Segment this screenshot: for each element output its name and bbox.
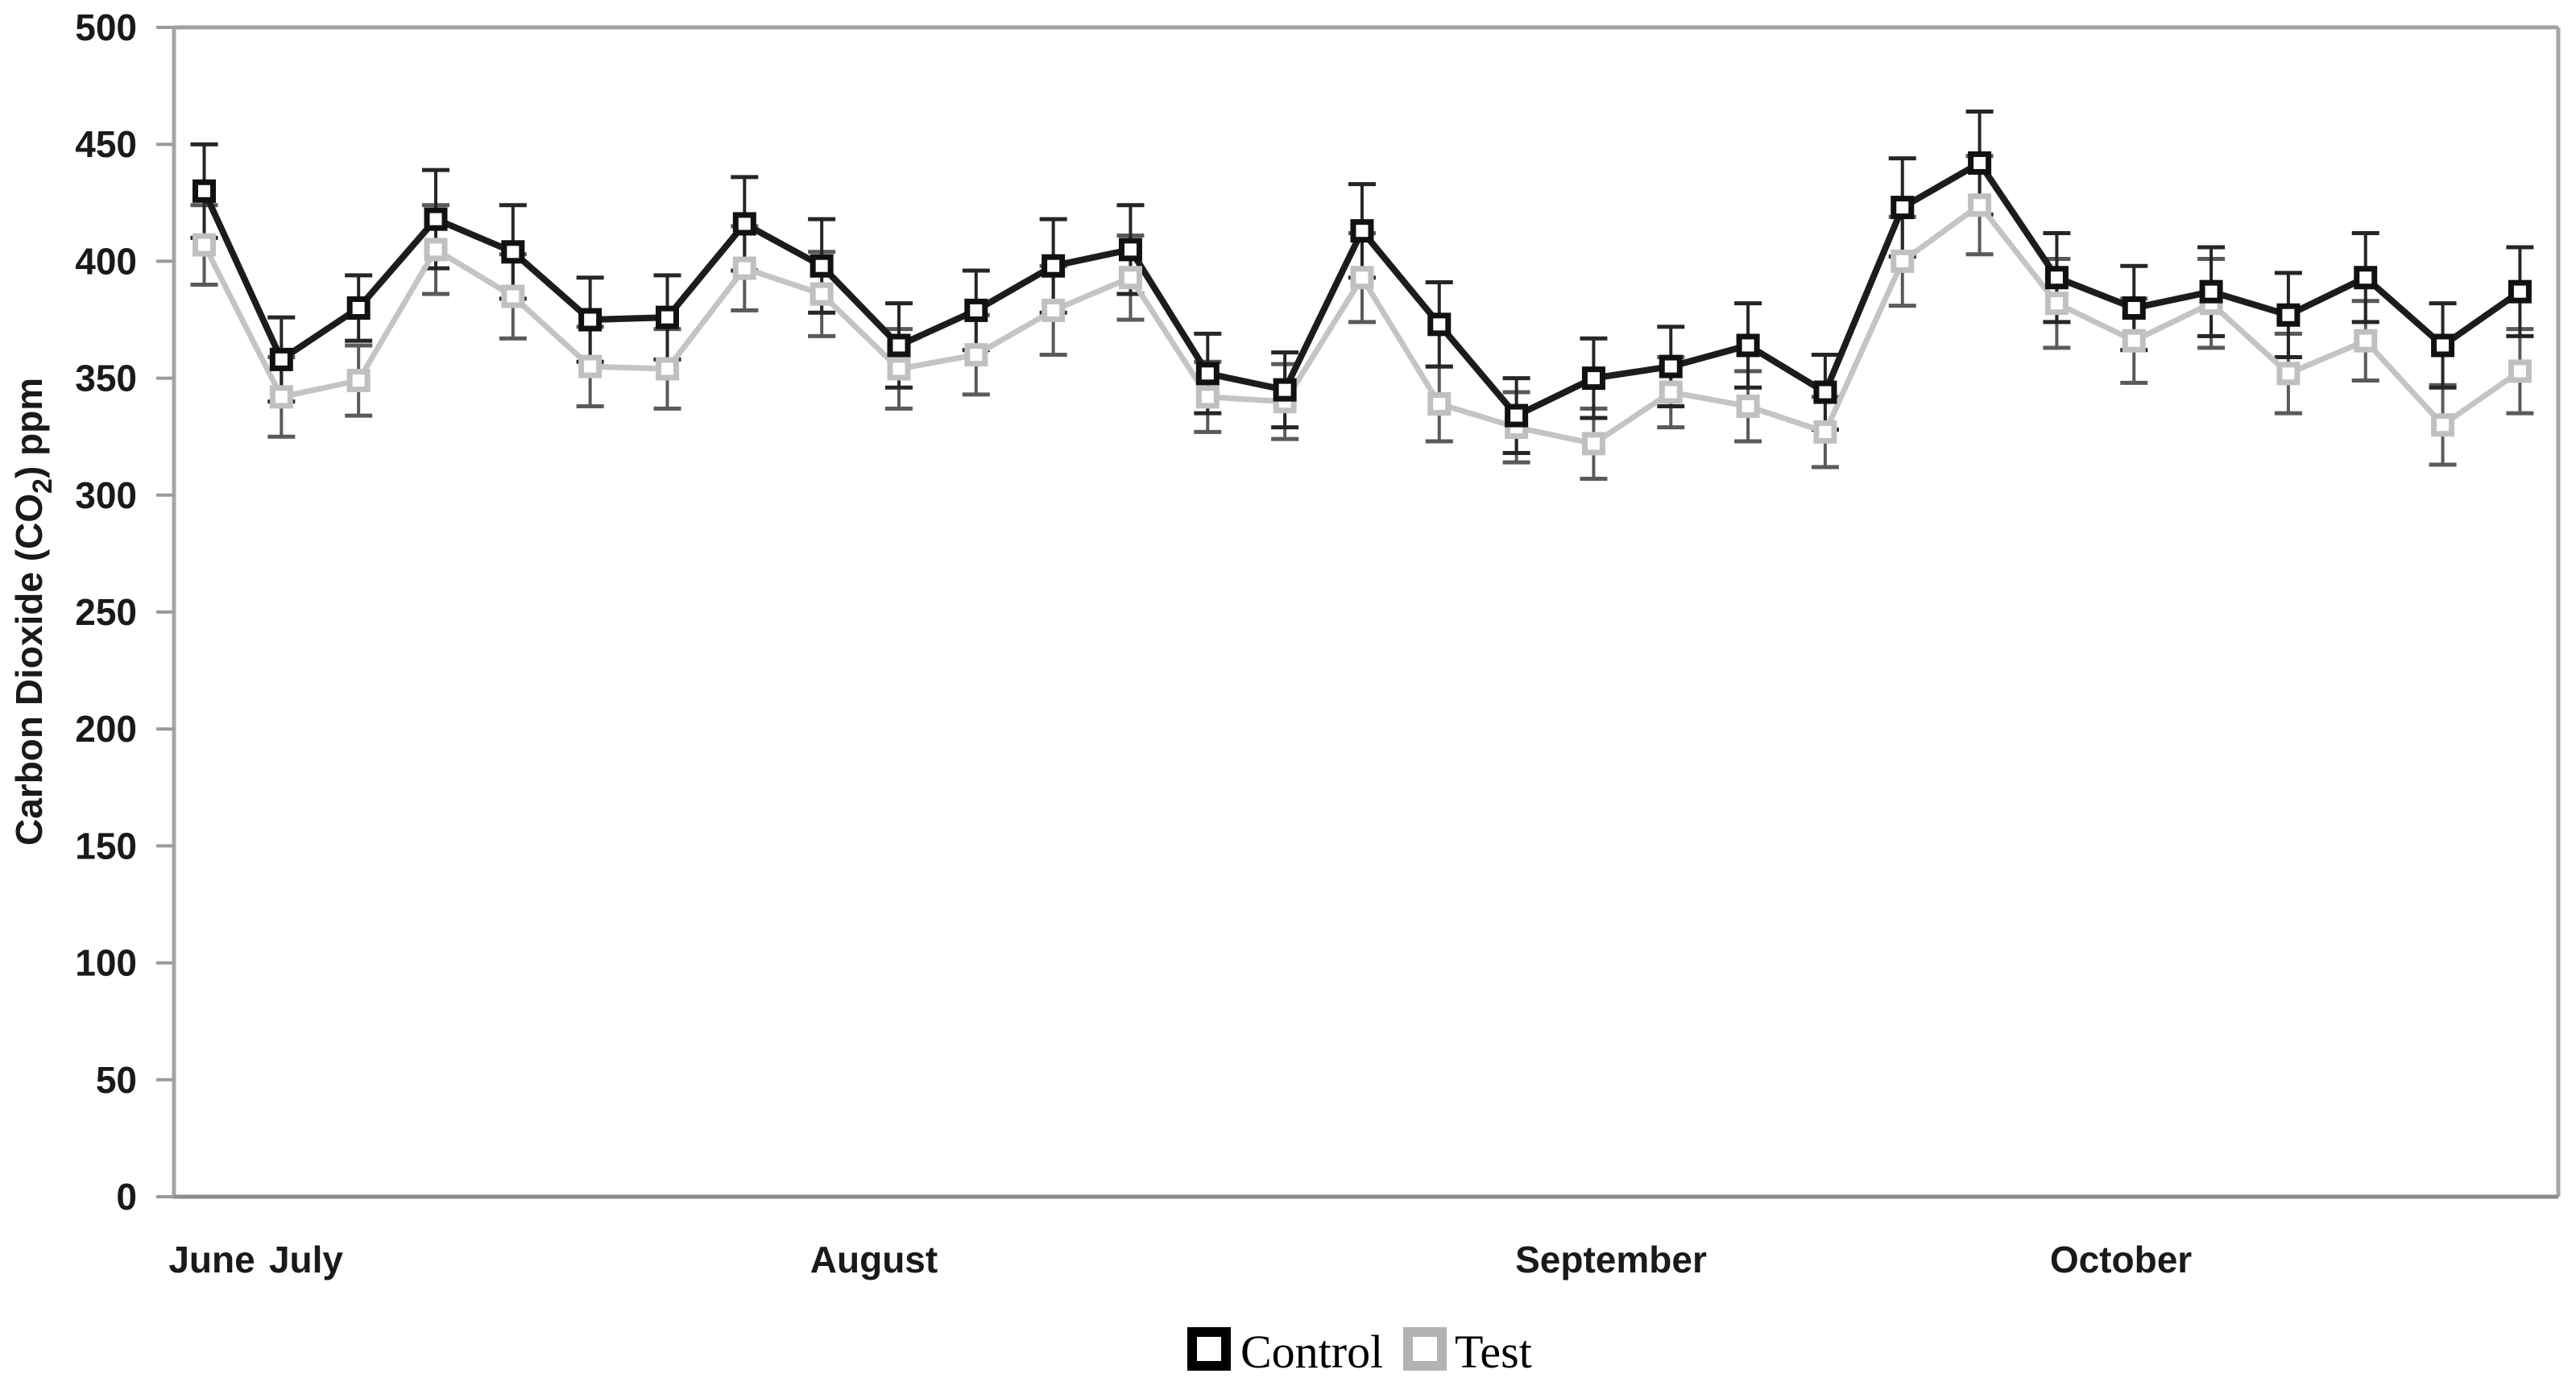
control-markers (193, 151, 2532, 428)
x-label-october: October (2050, 1239, 2192, 1280)
control-point-marker (1891, 196, 1915, 220)
control-point-marker (193, 179, 216, 203)
legend-label-test: Test (1455, 1326, 1532, 1378)
test-point-marker (501, 284, 525, 308)
test-point-marker (2431, 413, 2455, 437)
test-point-marker (1581, 432, 1605, 456)
legend-item-control: Control (1187, 1326, 1383, 1378)
control-point-marker (2122, 296, 2146, 320)
x-label-june: June (168, 1239, 255, 1280)
test-point-marker (1118, 266, 1142, 290)
control-point-marker (1042, 254, 1066, 278)
control-point-marker (1581, 366, 1605, 391)
test-point-marker (2044, 292, 2069, 316)
control-point-marker (1350, 219, 1374, 243)
control-point-marker (2354, 266, 2378, 290)
control-point-marker (1273, 378, 1297, 402)
legend-item-test: Test (1403, 1326, 1532, 1378)
test-point-marker (887, 357, 911, 381)
control-point-marker (424, 207, 448, 231)
test-point-marker (810, 282, 834, 306)
test-point-marker (1736, 394, 1760, 418)
control-point-marker (655, 305, 679, 329)
test-point-marker (1042, 298, 1066, 322)
legend-label-control: Control (1240, 1326, 1383, 1378)
test-point-marker (2508, 359, 2532, 383)
test-point-marker (655, 357, 679, 381)
test-legend-marker-icon (1403, 1327, 1447, 1371)
y-tick-label-400: 400 (75, 240, 137, 282)
control-point-marker (1813, 380, 1837, 404)
control-point-marker (2276, 303, 2301, 327)
y-tick-label-250: 250 (75, 591, 137, 633)
control-point-marker (1195, 362, 1220, 386)
test-point-marker (2354, 329, 2378, 353)
x-label-july: July (269, 1239, 343, 1280)
test-point-marker (1813, 420, 1837, 444)
legend: Control Test (1187, 1326, 1532, 1378)
control-point-marker (1118, 238, 1142, 262)
control-point-marker (2199, 279, 2223, 304)
test-point-marker (1427, 392, 1452, 416)
y-tick-label-300: 300 (75, 474, 137, 516)
test-point-marker (1659, 380, 1683, 404)
test-point-marker (1968, 193, 1992, 217)
control-point-marker (1968, 151, 1992, 175)
control-point-marker (964, 298, 988, 322)
control-point-marker (810, 254, 834, 278)
test-point-marker (346, 369, 371, 393)
x-axis-month-labels: June July August September October (168, 1239, 2192, 1280)
control-point-marker (2508, 279, 2532, 304)
y-tick-label-450: 450 (75, 123, 137, 165)
test-point-marker (269, 385, 293, 409)
plot-frame (172, 25, 2561, 1199)
y-tick-label-0: 0 (116, 1176, 137, 1218)
test-point-marker (1195, 385, 1220, 409)
control-point-marker (2044, 266, 2069, 290)
control-point-marker (1736, 333, 1760, 358)
control-point-marker (2431, 333, 2455, 358)
y-tick-label-500: 500 (75, 6, 137, 48)
test-point-marker (732, 256, 756, 280)
y-tick-label-100: 100 (75, 942, 137, 984)
test-point-marker (964, 343, 988, 367)
test-point-marker (2276, 362, 2301, 386)
control-point-marker (887, 333, 911, 358)
test-point-marker (193, 233, 216, 257)
test-point-marker (1891, 249, 1915, 273)
control-point-marker (1505, 403, 1529, 428)
y-axis-ticks: 0 50 100 150 200 250 300 350 400 450 500 (75, 6, 174, 1218)
control-point-marker (578, 308, 603, 332)
control-legend-marker-icon (1187, 1327, 1231, 1371)
x-label-august: August (810, 1239, 938, 1280)
control-point-marker (269, 347, 293, 371)
control-point-marker (346, 296, 371, 320)
x-label-september: September (1515, 1239, 1707, 1280)
control-point-marker (732, 212, 756, 236)
test-point-marker (424, 238, 448, 262)
test-point-marker (1350, 266, 1374, 290)
control-point-marker (1427, 312, 1452, 337)
plot-series (190, 110, 2534, 481)
test-point-marker (2122, 329, 2146, 353)
y-tick-label-50: 50 (96, 1059, 137, 1101)
control-point-marker (501, 240, 525, 264)
y-tick-label-350: 350 (75, 358, 137, 399)
y-tick-label-150: 150 (75, 825, 137, 867)
control-point-marker (1659, 354, 1683, 379)
y-tick-label-200: 200 (75, 708, 137, 750)
test-point-marker (578, 354, 603, 379)
y-axis-title: Carbon Dioxide (CO2) ppm (8, 378, 58, 846)
